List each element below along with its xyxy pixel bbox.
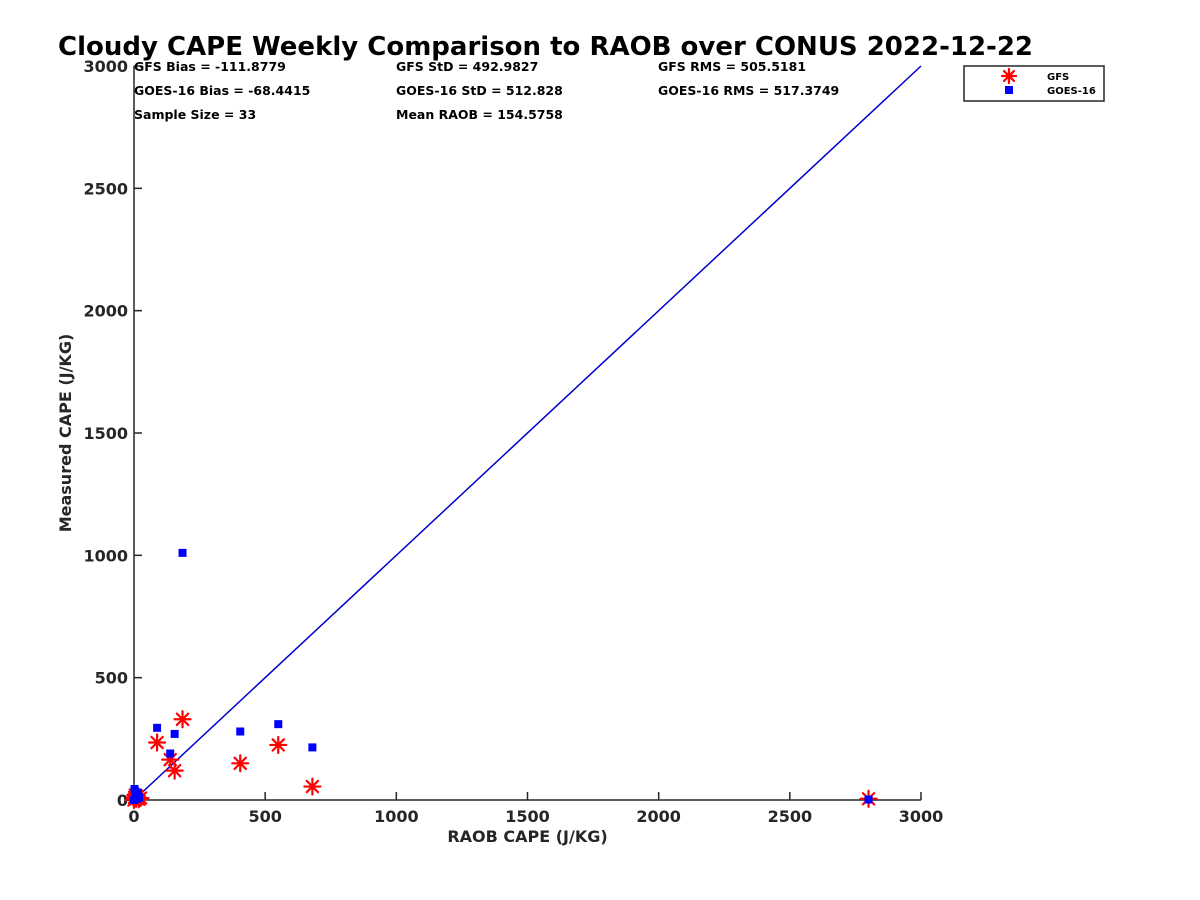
stat-text: GFS Bias = -111.8779 [134, 59, 286, 74]
series-gfs [124, 710, 878, 810]
stat-text: GFS RMS = 505.5181 [658, 59, 806, 74]
y-axis-label: Measured CAPE (J/KG) [56, 334, 75, 533]
data-point-goes16 [153, 723, 162, 732]
statistics-block: GFS Bias = -111.8779 GOES-16 Bias = -68.4… [134, 59, 839, 122]
legend-label: GOES-16 [1047, 86, 1096, 97]
y-axis-ticks: 0 500 1000 1500 2000 2500 3000 [83, 57, 142, 810]
chart-title: Cloudy CAPE Weekly Comparison to RAOB ov… [58, 32, 1033, 62]
data-point-goes16 [308, 743, 317, 752]
data-point-gfs [269, 735, 288, 755]
stat-text: Sample Size = 33 [134, 107, 256, 122]
data-point-goes16 [166, 749, 175, 758]
data-point-goes16 [170, 729, 179, 738]
one-to-one-reference-line [133, 65, 922, 801]
legend: GFS GOES-16 [963, 65, 1105, 102]
plot-area: 0 500 1000 1500 2000 2500 3000 0 500 1000 1500 200… [83, 57, 943, 826]
x-tick-label: 0 [128, 807, 139, 826]
stat-text: GOES-16 Bias = -68.4415 [134, 83, 310, 98]
series-goes-16 [130, 548, 873, 804]
legend-marker-goes16 [1005, 86, 1013, 94]
data-point-gfs [231, 754, 250, 773]
x-axis-ticks: 0 500 1000 1500 2000 2500 3000 [128, 792, 943, 826]
x-tick-label: 1000 [374, 807, 419, 826]
series-layer [124, 548, 878, 810]
data-point-gfs [165, 761, 184, 780]
y-tick-label: 2500 [83, 179, 128, 198]
data-point-goes16 [135, 793, 144, 802]
legend-box [963, 65, 1105, 102]
y-tick-label: 1500 [83, 424, 128, 443]
stat-text: GOES-16 StD = 512.828 [396, 83, 563, 98]
data-point-goes16 [236, 727, 245, 736]
x-tick-label: 2000 [636, 807, 681, 826]
x-tick-label: 3000 [899, 807, 944, 826]
data-point-goes16 [178, 548, 187, 557]
data-point-gfs [173, 710, 192, 729]
legend-label: GFS [1047, 72, 1069, 83]
y-tick-label: 0 [117, 791, 128, 810]
x-tick-label: 1500 [505, 807, 550, 826]
data-point-goes16 [133, 788, 142, 797]
x-tick-label: 2500 [768, 807, 813, 826]
data-point-goes16 [864, 795, 873, 804]
stat-text: Mean RAOB = 154.5758 [396, 107, 563, 122]
x-tick-label: 500 [248, 807, 281, 826]
y-tick-label: 3000 [83, 57, 128, 76]
data-point-gfs [147, 733, 167, 752]
y-tick-label: 500 [95, 669, 128, 688]
y-tick-label: 1000 [83, 546, 128, 565]
x-axis-label: RAOB CAPE (J/KG) [447, 827, 607, 846]
data-point-goes16 [274, 720, 283, 729]
stat-text: GFS StD = 492.9827 [396, 59, 538, 74]
stat-text: GOES-16 RMS = 517.3749 [658, 83, 839, 98]
data-point-gfs [303, 777, 322, 796]
legend-marker-gfs [1000, 67, 1018, 85]
y-tick-label: 2000 [83, 302, 128, 321]
